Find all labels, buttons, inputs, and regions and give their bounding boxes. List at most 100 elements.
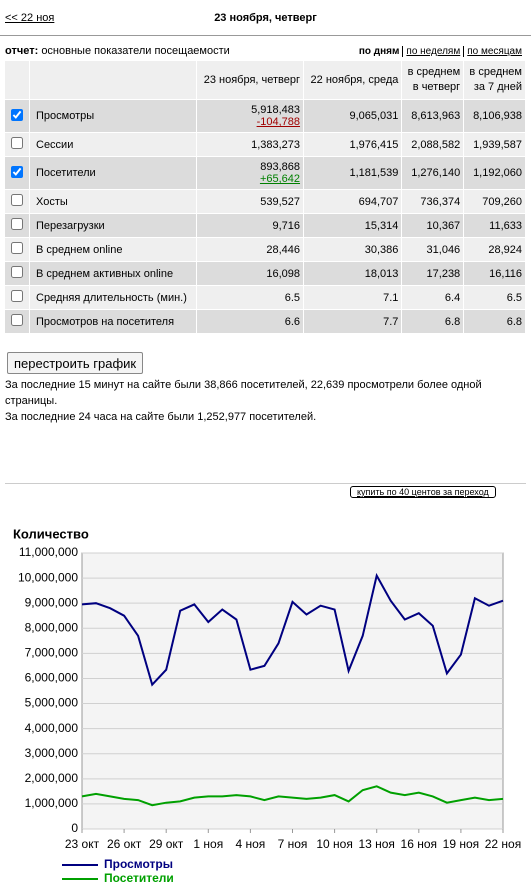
cell: 893,868 +65,642	[196, 157, 305, 190]
y-tick-label: 9,000,000	[25, 595, 79, 609]
buy-button[interactable]: купить по 40 центов за переход	[350, 486, 496, 498]
tab[interactable]: по дням	[358, 46, 400, 57]
checkbox[interactable]	[11, 165, 23, 178]
cell-value: 17,238	[426, 267, 461, 280]
legend-label: Посетители	[104, 871, 174, 885]
y-tick-label: 0	[71, 821, 78, 835]
back-link[interactable]: << 22 ноя	[5, 12, 55, 24]
cell: 31,046	[402, 238, 465, 262]
table-row: Перезагрузки 9,716 15,314 10,367 11,633	[5, 214, 526, 238]
cell-value: 5,918,483	[251, 104, 301, 116]
y-tick-label: 4,000,000	[25, 721, 79, 735]
x-tick-label: 1 ноя	[193, 837, 223, 851]
cell: 1,383,273	[196, 133, 305, 157]
cell: 17,238	[402, 262, 465, 286]
cell-value: 7.7	[383, 315, 399, 328]
cell-value: 6.8	[444, 315, 461, 328]
cell: 9,065,031	[304, 100, 403, 133]
y-tick-label: 8,000,000	[25, 620, 79, 634]
cell-value: 539,527	[260, 195, 301, 208]
checkbox[interactable]	[11, 108, 23, 121]
page-title: 23 ноября, четверг	[214, 12, 317, 24]
cell: 6.8	[464, 310, 526, 334]
cell-value: 10,367	[426, 219, 461, 232]
header-text: в среднем	[407, 66, 461, 78]
y-tick-label: 2,000,000	[25, 771, 79, 785]
cell-value: 6.6	[284, 315, 301, 328]
x-tick-label: 7 ноя	[278, 837, 308, 851]
cell: 30,386	[304, 238, 403, 262]
cell-value: 28,446	[266, 243, 301, 256]
chart: Количество 0 1,000,000 2,000,000 3,000,000 4…	[13, 526, 521, 885]
y-tick-label: 11,000,000	[19, 545, 78, 559]
checkbox[interactable]	[11, 266, 23, 278]
table-row: В среднем активных online 16,098 18,013 17,…	[5, 262, 526, 286]
cell-value: 6.5	[506, 291, 522, 304]
y-tick-label: 10,000,000	[18, 570, 78, 584]
y-tick-label: 1,000,000	[25, 796, 79, 810]
cell-value: 1,976,415	[349, 138, 399, 151]
table-row: Хосты 539,527 694,707 736,374 709,260	[5, 190, 526, 214]
cell-change: +65,642	[259, 173, 301, 185]
header-cell: 23 ноября, четверг	[196, 61, 305, 100]
cell-value: 736,374	[420, 195, 461, 208]
checkbox-cell	[5, 157, 30, 190]
cell-value: 1,181,539	[349, 167, 399, 179]
cell-value: 1,383,273	[251, 138, 301, 151]
cell: 1,976,415	[304, 133, 403, 157]
checkbox[interactable]	[11, 194, 23, 206]
summary: За последние 15 минут на сайте были 38,8…	[5, 377, 490, 425]
header-row: 23 ноября, четверг 22 ноября, среда в сред…	[5, 61, 526, 100]
checkbox[interactable]	[11, 314, 23, 326]
table-row: Сессии 1,383,273 1,976,415 2,088,582 1,939,5…	[5, 133, 526, 157]
checkbox[interactable]	[11, 218, 23, 230]
cell-value: 694,707	[358, 195, 399, 208]
header-cell	[30, 61, 197, 100]
cell: 709,260	[464, 190, 526, 214]
cell-value: 11,633	[489, 219, 522, 232]
table-row: Просмотры 5,918,483 -104,788 9,065,031 8,613…	[5, 100, 526, 133]
cell-value: 6.4	[444, 291, 461, 304]
row-label: Посетители	[30, 157, 197, 190]
cell: 1,192,060	[464, 157, 526, 190]
tab[interactable]: по неделям	[402, 46, 464, 57]
x-tick-label: 29 окт	[149, 837, 184, 851]
report-line: отчет: основные показатели посещаемости	[5, 45, 230, 57]
x-tick-label: 23 окт	[65, 837, 100, 851]
cell-value: 30,386	[364, 243, 399, 256]
header-text: 22 ноября, среда	[310, 73, 399, 86]
checkbox-cell	[5, 310, 30, 334]
cell: 1,276,140	[402, 157, 465, 190]
rebuild-button[interactable]: перестроить график	[7, 352, 144, 374]
checkbox-cell	[5, 214, 30, 238]
cell-value: 1,276,140	[411, 167, 461, 179]
cell-value: 709,260	[482, 195, 522, 208]
checkbox[interactable]	[11, 137, 23, 149]
cell-value: 9,716	[272, 219, 301, 232]
cell: 7.7	[304, 310, 403, 334]
header-cell	[5, 61, 30, 100]
checkbox-cell	[5, 190, 30, 214]
cell-value: 6.8	[506, 315, 522, 328]
row-label: Сессии	[30, 133, 197, 157]
checkbox[interactable]	[11, 290, 23, 302]
cell-value: 893,868	[260, 161, 301, 173]
checkbox[interactable]	[11, 242, 23, 254]
x-tick-label: 22 ноя	[485, 837, 521, 851]
x-tick-label: 19 ноя	[443, 837, 479, 851]
row-label: Хосты	[30, 190, 197, 214]
row-label: В среднем активных online	[30, 262, 197, 286]
header-cell: в среднем в четверг	[402, 61, 465, 100]
cell: 8,106,938	[464, 100, 526, 133]
report-text: основные показатели посещаемости	[41, 45, 230, 57]
cell: 16,116	[464, 262, 526, 286]
stats-table: 23 ноября, четверг 22 ноября, среда в сред…	[5, 61, 526, 334]
header-text: в четверг	[412, 81, 461, 93]
tab[interactable]: по месяцам	[463, 46, 525, 57]
y-tick-label: 6,000,000	[25, 671, 79, 685]
row-label: Средняя длительность (мин.)	[30, 286, 197, 310]
cell-value: 16,098	[266, 267, 301, 280]
cell-change: -104,788	[256, 116, 301, 128]
summary-line: За последние 15 минут на сайте были 38,8…	[5, 379, 482, 407]
